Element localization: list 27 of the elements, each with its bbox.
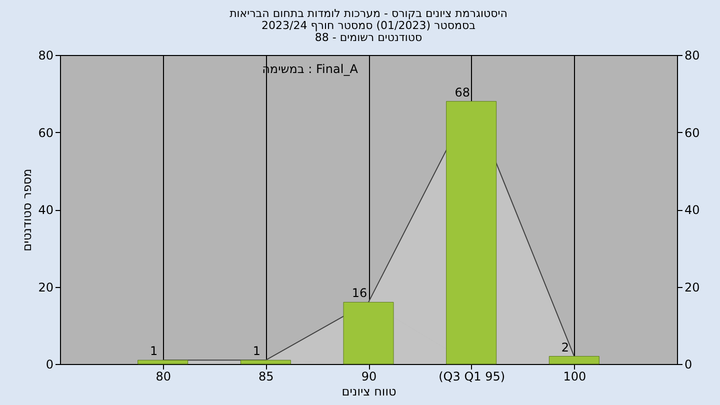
y-tick-label: 0 [46,358,54,372]
bar [548,356,600,364]
x-tick-label: 90 [361,370,377,384]
x-tick-label: 80 [156,370,171,384]
y-tick-label: 20 [38,280,54,294]
y-tick-label: 80 [38,48,54,62]
y-tick-label: 40 [38,203,54,217]
data-label: 68 [454,85,470,100]
x-tick-label: 100 [563,370,586,384]
data-label: 1 [150,344,158,358]
data-label: 1 [252,344,260,358]
y2-tick-label: 20 [684,280,700,294]
x-tick-label: (Q3 Q1 95) [438,370,506,384]
x-tick-label: 85 [258,370,274,384]
y-axis-title: מספר סטודנטים [20,168,34,252]
data-label: 2 [561,340,569,354]
y2-tick-label: 80 [684,48,700,62]
y2-tick-label: 40 [684,203,700,217]
text: סטודנטים רשומים - 88 [314,31,422,44]
text: בסמסטר (01/2023) סמסטר חורף 2023/24 [262,19,476,32]
y2-tick-label: 0 [684,358,692,372]
bar [343,302,394,364]
text: היסטוגרמת ציונים בקורס - מערכות לומדות בתחום הבריאות [230,7,508,20]
data-label: 16 [352,286,368,300]
x-axis-title: טווח ציונים [342,384,396,398]
y-tick-label: 60 [38,126,54,140]
y2-tick-label: 60 [684,126,700,140]
